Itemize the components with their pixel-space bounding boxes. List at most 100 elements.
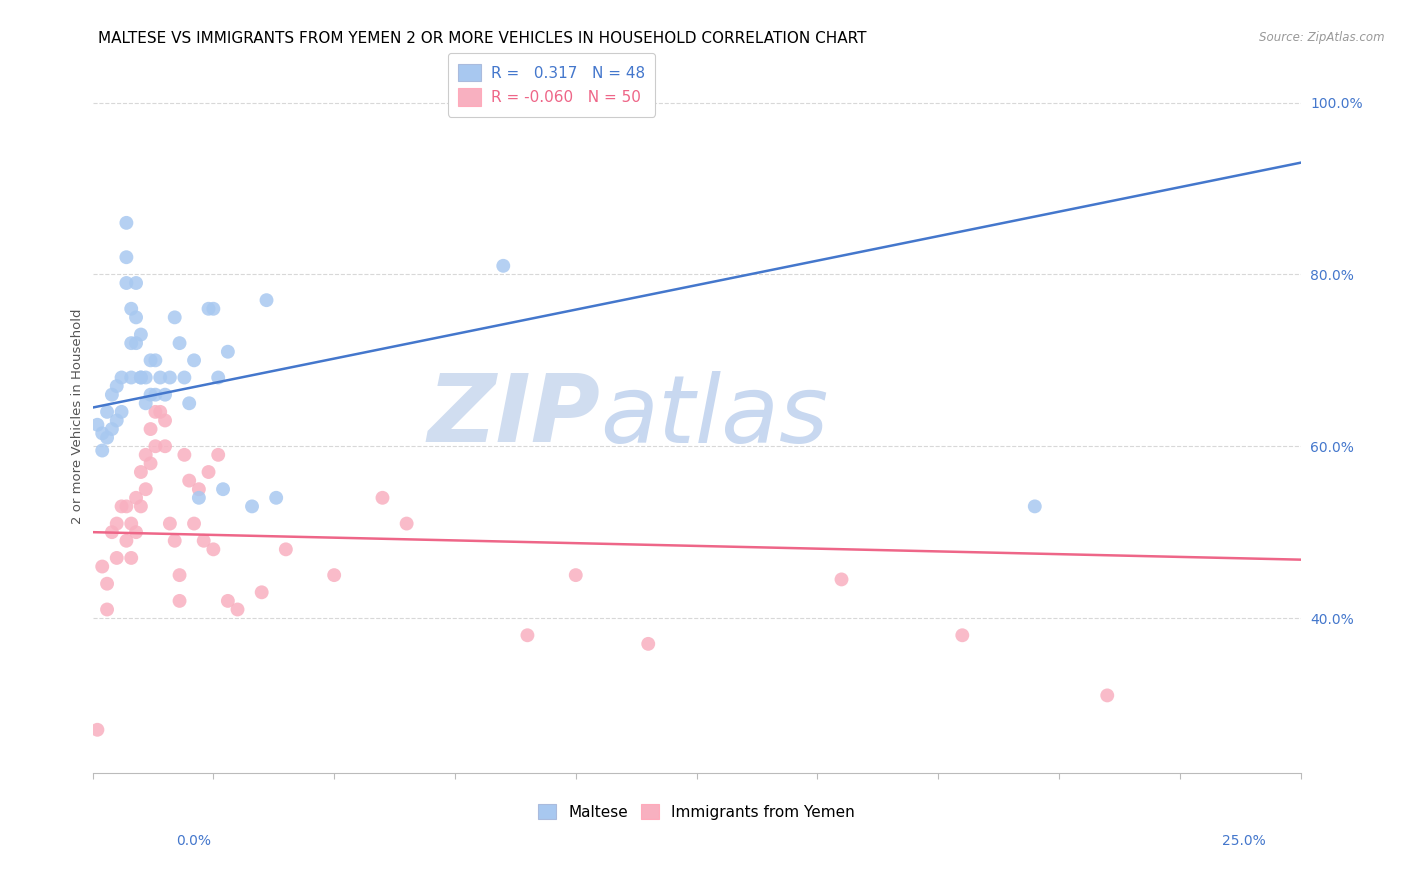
Point: [115, 276, 138, 290]
Point: [125, 336, 148, 351]
Point: [565, 568, 588, 582]
Point: [110, 405, 132, 419]
Point: [105, 550, 128, 565]
Point: [217, 344, 239, 359]
Point: [135, 396, 157, 410]
Point: [169, 568, 191, 582]
Point: [125, 491, 148, 505]
Point: [153, 439, 176, 453]
Point: [1024, 500, 1046, 514]
Point: [264, 491, 287, 505]
Point: [96, 431, 118, 445]
Point: [96, 576, 118, 591]
Point: [950, 628, 973, 642]
Point: [212, 482, 235, 496]
Point: [169, 336, 191, 351]
Point: [120, 336, 142, 351]
Point: [149, 405, 172, 419]
Point: [637, 637, 659, 651]
Point: [323, 568, 346, 582]
Point: [159, 370, 181, 384]
Point: [226, 602, 249, 616]
Point: [217, 594, 239, 608]
Point: [105, 516, 128, 531]
Point: [135, 370, 157, 384]
Point: [207, 448, 229, 462]
Point: [125, 310, 148, 325]
Text: Source: ZipAtlas.com: Source: ZipAtlas.com: [1260, 31, 1385, 45]
Point: [115, 250, 138, 264]
Point: [110, 370, 132, 384]
Point: [183, 516, 205, 531]
Point: [125, 525, 148, 540]
Text: 25.0%: 25.0%: [1222, 834, 1265, 848]
Point: [115, 216, 138, 230]
Point: [492, 259, 515, 273]
Point: [187, 482, 209, 496]
Point: [139, 353, 162, 368]
Point: [153, 413, 176, 427]
Point: [129, 465, 152, 479]
Point: [516, 628, 538, 642]
Point: [145, 387, 167, 401]
Point: [169, 594, 191, 608]
Point: [207, 370, 229, 384]
Point: [173, 370, 195, 384]
Y-axis label: 2 or more Vehicles in Household: 2 or more Vehicles in Household: [72, 309, 84, 524]
Point: [193, 533, 215, 548]
Point: [96, 405, 118, 419]
Point: [129, 370, 152, 384]
Point: [202, 542, 225, 557]
Point: [105, 379, 128, 393]
Text: atlas: atlas: [600, 371, 828, 462]
Point: [183, 353, 205, 368]
Point: [139, 457, 162, 471]
Point: [163, 533, 186, 548]
Point: [145, 353, 167, 368]
Text: 0.0%: 0.0%: [176, 834, 211, 848]
Point: [187, 491, 209, 505]
Point: [101, 422, 124, 436]
Point: [91, 443, 114, 458]
Point: [395, 516, 418, 531]
Point: [96, 602, 118, 616]
Point: [202, 301, 225, 316]
Point: [173, 448, 195, 462]
Point: [163, 310, 186, 325]
Point: [179, 474, 201, 488]
Point: [115, 533, 138, 548]
Point: [179, 396, 201, 410]
Point: [145, 439, 167, 453]
Point: [135, 448, 157, 462]
Point: [240, 500, 263, 514]
Point: [129, 327, 152, 342]
Point: [129, 370, 152, 384]
Point: [86, 723, 108, 737]
Point: [120, 550, 142, 565]
Point: [139, 422, 162, 436]
Point: [371, 491, 394, 505]
Point: [86, 417, 108, 432]
Point: [101, 525, 124, 540]
Point: [197, 301, 219, 316]
Point: [1097, 689, 1119, 703]
Legend: Maltese, Immigrants from Yemen: Maltese, Immigrants from Yemen: [531, 797, 860, 826]
Point: [159, 516, 181, 531]
Point: [250, 585, 273, 599]
Point: [101, 387, 124, 401]
Point: [256, 293, 278, 308]
Point: [139, 387, 162, 401]
Text: ZIP: ZIP: [427, 370, 600, 462]
Point: [120, 370, 142, 384]
Point: [831, 573, 853, 587]
Point: [274, 542, 297, 557]
Point: [120, 301, 142, 316]
Point: [91, 559, 114, 574]
Text: MALTESE VS IMMIGRANTS FROM YEMEN 2 OR MORE VEHICLES IN HOUSEHOLD CORRELATION CHA: MALTESE VS IMMIGRANTS FROM YEMEN 2 OR MO…: [98, 31, 868, 46]
Point: [145, 405, 167, 419]
Point: [120, 516, 142, 531]
Point: [149, 370, 172, 384]
Point: [115, 500, 138, 514]
Point: [110, 500, 132, 514]
Point: [135, 482, 157, 496]
